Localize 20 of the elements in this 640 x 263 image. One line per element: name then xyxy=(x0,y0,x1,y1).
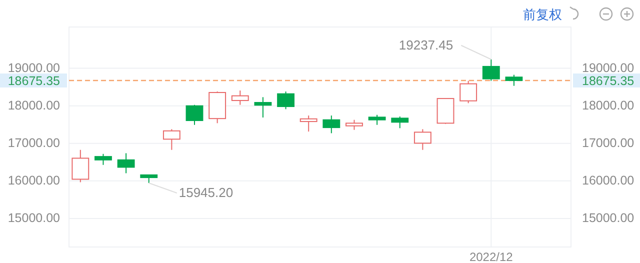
y-tick-label: 16000.00 xyxy=(8,173,60,188)
text: 前复权 xyxy=(523,7,562,22)
y2-tick-label: 19000.00 xyxy=(582,60,634,75)
text: 18675.35 xyxy=(582,74,634,88)
y2-tick-label: 15000.00 xyxy=(582,210,634,225)
candlestick xyxy=(231,90,249,106)
ref-line-label: 18675.35 xyxy=(8,74,60,88)
y-tick-label: 17000.00 xyxy=(8,136,60,150)
y-tick-label: 19000.00 xyxy=(8,60,60,75)
y2-tick-label: 18000.00 xyxy=(582,98,634,112)
annotation: 19237.45 xyxy=(398,37,454,52)
y-tick-label: 15000.00 xyxy=(8,210,60,225)
candlestick xyxy=(117,152,135,174)
candlestick xyxy=(254,96,272,118)
candlestick xyxy=(300,115,318,132)
annotation: 15945.20 xyxy=(178,184,234,200)
y-tick-label: 18000.00 xyxy=(8,98,60,112)
y2-tick-label: 17000.00 xyxy=(582,136,634,150)
x-tick-label: 2022/12 xyxy=(469,250,514,263)
y2-tick-label: 16000.00 xyxy=(582,173,634,188)
